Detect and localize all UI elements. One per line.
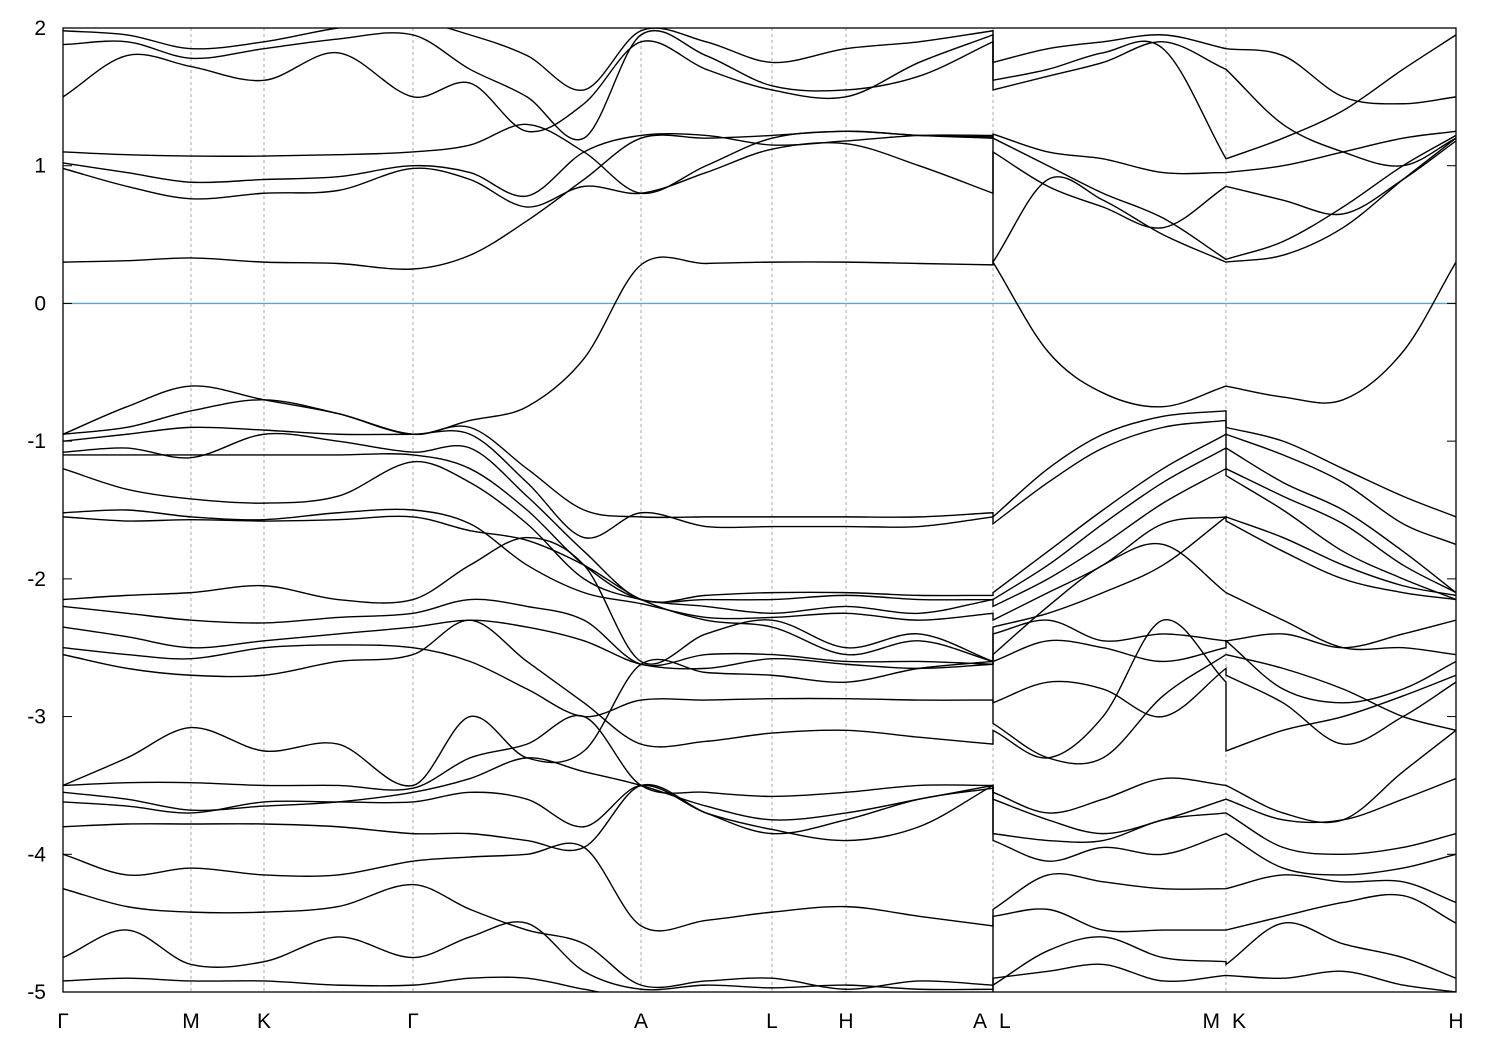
band <box>63 432 1456 603</box>
band <box>63 921 1456 991</box>
x-tick-label: M <box>1203 1010 1221 1033</box>
x-tick-label: A <box>634 1010 648 1033</box>
band <box>63 783 1456 876</box>
y-tick-label: -3 <box>27 706 46 729</box>
band <box>63 29 1456 141</box>
band <box>63 883 1456 990</box>
x-tick-label: L <box>766 1010 778 1033</box>
band <box>63 963 1456 992</box>
y-tick-label: -2 <box>27 568 46 591</box>
x-tick-label: H <box>1448 1010 1463 1033</box>
band <box>63 508 1456 622</box>
band <box>63 33 1456 167</box>
x-tick-label: K <box>257 1010 271 1033</box>
x-tick-label: Γ <box>57 1010 69 1033</box>
y-tick-label: -5 <box>27 981 46 1004</box>
band <box>63 140 1456 229</box>
band <box>63 842 1456 932</box>
band <box>63 123 1456 194</box>
x-tick-label: A <box>973 1010 987 1033</box>
y-tick-label: -1 <box>27 430 46 453</box>
band <box>63 619 1456 704</box>
band <box>63 447 1456 603</box>
x-tick-label: L <box>999 1010 1011 1033</box>
bands <box>63 28 1456 992</box>
y-tick-label: -4 <box>27 843 46 866</box>
x-tick-label: H <box>838 1010 853 1033</box>
plot-frame <box>62 27 1457 993</box>
x-tick-label: M <box>182 1010 200 1033</box>
y-tick-label: 0 <box>34 292 46 315</box>
band <box>63 132 1456 261</box>
band <box>63 784 1456 855</box>
band <box>63 130 1456 270</box>
y-tick-label: 2 <box>34 17 46 40</box>
band <box>63 757 1456 835</box>
y-tick-label: 1 <box>34 155 46 178</box>
band <box>63 536 1456 665</box>
x-tick-label: Γ <box>407 1010 419 1033</box>
x-tick-label: K <box>1232 1010 1246 1033</box>
band <box>63 28 1456 160</box>
band <box>63 399 1456 519</box>
grid <box>190 28 1227 992</box>
band <box>63 515 1456 663</box>
band <box>63 419 1456 546</box>
band <box>63 714 1456 824</box>
band <box>63 619 1456 759</box>
band <box>63 598 1456 667</box>
band <box>63 460 1456 615</box>
band <box>63 653 1456 787</box>
band <box>63 644 1456 745</box>
band <box>63 256 1456 435</box>
